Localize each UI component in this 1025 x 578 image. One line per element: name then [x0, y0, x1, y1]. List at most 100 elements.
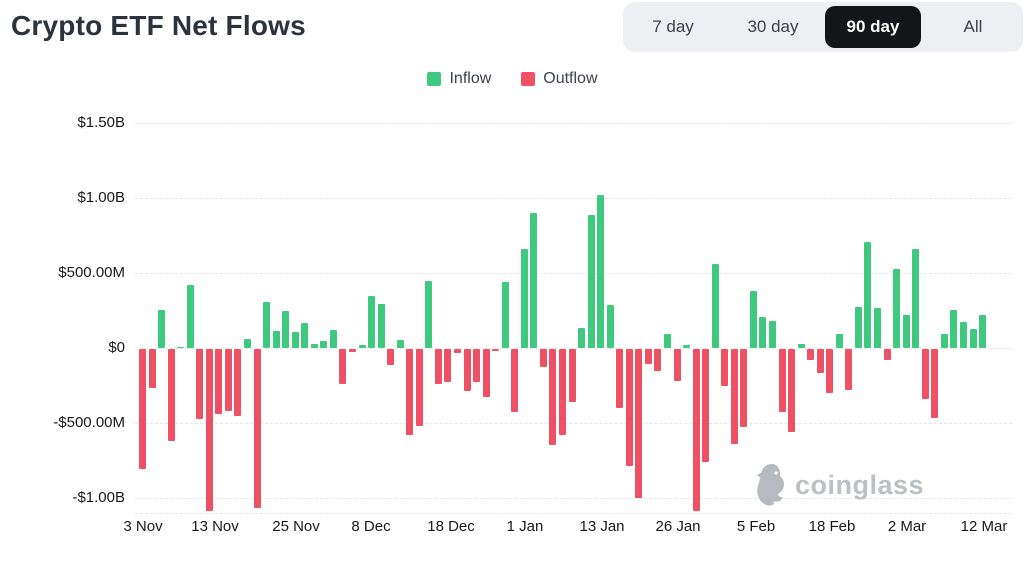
bar-inflow[interactable] [835, 333, 843, 348]
bar-inflow[interactable] [597, 195, 605, 348]
bar-inflow[interactable] [186, 285, 194, 348]
bar-outflow[interactable] [635, 349, 643, 498]
bar-outflow[interactable] [559, 349, 567, 435]
bar-inflow[interactable] [320, 340, 328, 348]
bar-outflow[interactable] [845, 349, 853, 390]
coinglass-logo-icon [757, 464, 784, 506]
bar-inflow[interactable] [606, 304, 614, 348]
bar-outflow[interactable] [415, 349, 423, 426]
bar-outflow[interactable] [406, 349, 414, 436]
bar-inflow[interactable] [501, 282, 509, 348]
range-button-30day[interactable]: 30 day [725, 6, 821, 48]
bar-inflow[interactable] [368, 296, 376, 348]
inflow-swatch-icon [427, 72, 442, 86]
legend-item-outflow[interactable]: Outflow [521, 70, 598, 88]
bar-outflow[interactable] [816, 349, 824, 373]
bar-inflow[interactable] [959, 321, 967, 348]
bar-inflow[interactable] [272, 330, 280, 348]
bar-outflow[interactable] [740, 349, 748, 427]
bar-outflow[interactable] [492, 349, 500, 352]
bar-inflow[interactable] [282, 311, 290, 348]
bar-inflow[interactable] [310, 344, 318, 348]
bar-outflow[interactable] [339, 349, 347, 384]
bar-outflow[interactable] [473, 349, 481, 382]
x-axis-label: 25 Nov [272, 518, 320, 535]
bar-outflow[interactable] [702, 349, 710, 463]
bar-inflow[interactable] [396, 339, 404, 348]
bar-inflow[interactable] [864, 242, 872, 348]
bar-outflow[interactable] [444, 349, 452, 382]
bar-inflow[interactable] [329, 330, 337, 348]
bar-outflow[interactable] [730, 349, 738, 445]
range-button-90day[interactable]: 90 day [825, 6, 921, 48]
bar-outflow[interactable] [539, 349, 547, 367]
bar-inflow[interactable] [177, 346, 185, 348]
bar-outflow[interactable] [148, 349, 156, 388]
bar-outflow[interactable] [654, 349, 662, 371]
bar-inflow[interactable] [244, 339, 251, 348]
bar-inflow[interactable] [912, 249, 920, 348]
bar-inflow[interactable] [664, 333, 672, 348]
bar-outflow[interactable] [139, 349, 146, 469]
bar-outflow[interactable] [921, 349, 929, 399]
bar-inflow[interactable] [578, 327, 586, 348]
bar-outflow[interactable] [349, 349, 356, 352]
x-axis-label: 5 Feb [736, 518, 776, 535]
bar-inflow[interactable] [902, 315, 910, 348]
bar-outflow[interactable] [692, 349, 700, 511]
bar-inflow[interactable] [425, 280, 433, 348]
bar-outflow[interactable] [644, 349, 652, 364]
bar-outflow[interactable] [454, 349, 462, 353]
bar-inflow[interactable] [520, 249, 528, 348]
bar-inflow[interactable] [769, 321, 777, 348]
legend-item-inflow[interactable]: Inflow [427, 70, 491, 88]
bar-inflow[interactable] [950, 309, 958, 348]
bar-outflow[interactable] [616, 349, 624, 409]
bar-outflow[interactable] [673, 349, 681, 381]
bar-outflow[interactable] [463, 349, 471, 391]
range-button-7day[interactable]: 7 day [625, 6, 721, 48]
bar-outflow[interactable] [167, 349, 175, 441]
bar-outflow[interactable] [253, 349, 261, 508]
bar-inflow[interactable] [854, 306, 862, 348]
bar-inflow[interactable] [358, 345, 366, 348]
bar-outflow[interactable] [778, 349, 786, 412]
bar-inflow[interactable] [291, 332, 299, 348]
bar-inflow[interactable] [749, 291, 757, 348]
bar-outflow[interactable] [387, 349, 395, 365]
bar-outflow[interactable] [549, 349, 557, 445]
bar-outflow[interactable] [788, 349, 796, 432]
bar-outflow[interactable] [224, 349, 232, 411]
bar-inflow[interactable] [759, 317, 767, 348]
bar-inflow[interactable] [979, 315, 987, 348]
bar-outflow[interactable] [482, 349, 490, 397]
bar-outflow[interactable] [196, 349, 204, 419]
bar-outflow[interactable] [625, 349, 633, 466]
bar-inflow[interactable] [711, 264, 719, 348]
bar-outflow[interactable] [721, 349, 729, 386]
bar-inflow[interactable] [874, 308, 882, 348]
range-button-all[interactable]: All [925, 6, 1021, 48]
bar-outflow[interactable] [807, 349, 815, 361]
bar-inflow[interactable] [893, 268, 901, 348]
bar-outflow[interactable] [215, 349, 223, 415]
bar-inflow[interactable] [797, 343, 805, 348]
bar-inflow[interactable] [587, 214, 595, 348]
gridline [135, 123, 1012, 124]
bar-inflow[interactable] [377, 303, 385, 348]
bar-outflow[interactable] [234, 349, 242, 416]
bar-outflow[interactable] [205, 349, 213, 511]
bar-outflow[interactable] [826, 349, 834, 393]
bar-inflow[interactable] [530, 213, 538, 348]
bar-outflow[interactable] [931, 349, 939, 418]
bar-outflow[interactable] [883, 349, 891, 360]
bar-inflow[interactable] [940, 333, 948, 348]
bar-outflow[interactable] [568, 349, 576, 402]
bar-inflow[interactable] [683, 345, 691, 348]
bar-inflow[interactable] [969, 329, 977, 348]
bar-outflow[interactable] [511, 349, 519, 412]
bar-inflow[interactable] [301, 322, 309, 348]
bar-inflow[interactable] [158, 309, 166, 348]
bar-outflow[interactable] [434, 349, 442, 385]
bar-inflow[interactable] [263, 301, 271, 348]
